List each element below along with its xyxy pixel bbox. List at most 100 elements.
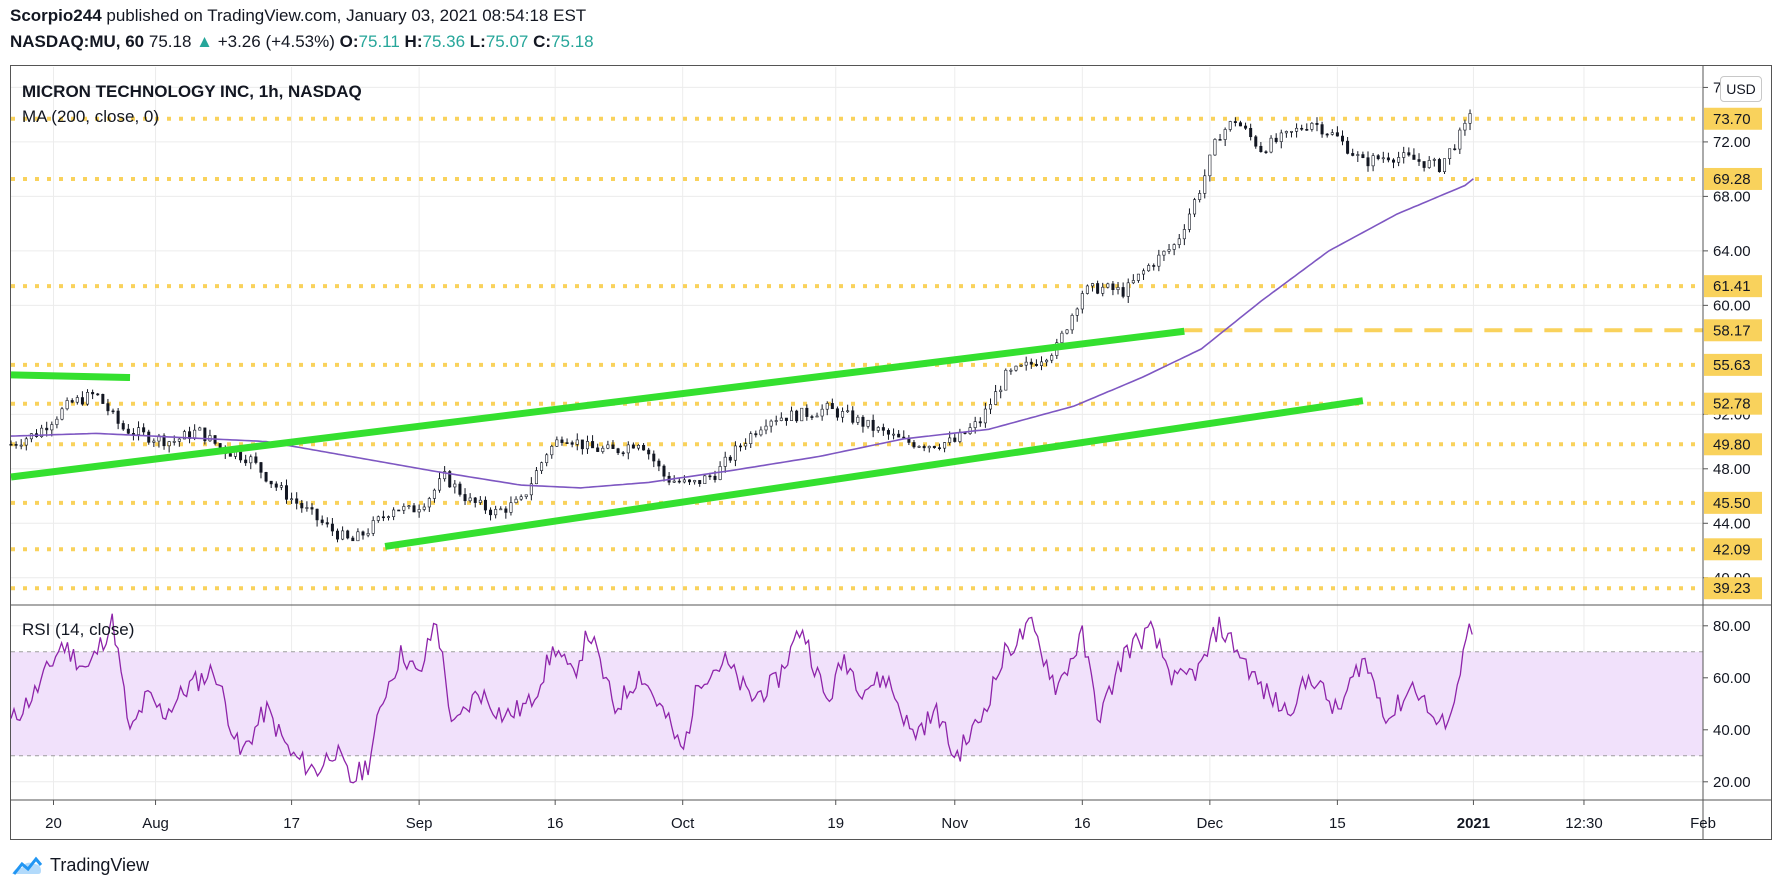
ma-legend[interactable]: MA (200, close, 0) (22, 107, 159, 126)
symbol-info: NASDAQ:MU, 60 75.18 ▲ +3.26 (+4.53%) O:7… (10, 32, 594, 52)
candle-body (1126, 282, 1130, 297)
candle-body (228, 453, 232, 457)
candle-body (341, 530, 345, 540)
candle-body (932, 445, 936, 448)
candle-body (1458, 129, 1462, 150)
rsi-legend[interactable]: RSI (14, close) (22, 620, 134, 639)
candle-body (1366, 157, 1370, 167)
chart-frame (10, 65, 1772, 840)
candle-body (1147, 265, 1151, 272)
candle-body (509, 502, 513, 513)
candle-body (463, 494, 467, 502)
candle-body (856, 416, 860, 423)
candle-body (254, 456, 258, 463)
candle-body (922, 446, 926, 449)
candle-body (86, 392, 90, 405)
candle-body (1014, 365, 1018, 371)
candle-body (1177, 238, 1181, 245)
trendline (10, 371, 131, 382)
candle-body (677, 480, 681, 483)
candle-body (621, 452, 625, 455)
candle-body (805, 407, 809, 417)
candle-body (50, 424, 54, 431)
candle-body (820, 408, 824, 417)
candle-body (1381, 157, 1385, 160)
candle-body (65, 400, 69, 410)
candle-body (1249, 127, 1253, 138)
candle-body (733, 445, 737, 461)
candle-body (749, 433, 753, 444)
low-value: 75.07 (485, 32, 529, 51)
candle-body (1228, 121, 1232, 130)
candle-body (1157, 254, 1161, 267)
candle-body (24, 438, 28, 446)
candle-body (147, 431, 151, 443)
candle-body (1397, 157, 1401, 163)
candle-body (96, 393, 100, 396)
candle-body (152, 440, 156, 443)
trendline (384, 397, 1364, 550)
candle-body (1376, 155, 1380, 160)
candle-body (652, 453, 656, 462)
candle-body (866, 419, 870, 427)
candle-body (1468, 113, 1472, 124)
candle-body (1096, 283, 1100, 294)
candle-body (647, 449, 651, 455)
candle-body (407, 505, 411, 508)
rsi-tick-label: 80.00 (1713, 618, 1751, 635)
candle-body (560, 439, 564, 443)
candle-body (631, 444, 635, 449)
level-tag-label: 69.28 (1713, 171, 1751, 188)
currency-button[interactable]: USD (1720, 76, 1762, 102)
candle-body (1335, 132, 1339, 137)
time-tick-label: Nov (941, 815, 968, 832)
price-tick-label: 44.00 (1713, 515, 1751, 532)
close-label: C: (533, 32, 552, 51)
candle-body (1187, 213, 1191, 230)
candle-body (1223, 129, 1227, 140)
candle-body (427, 498, 431, 508)
candle-body (1208, 154, 1212, 177)
candle-body (371, 520, 375, 534)
candle-body (402, 506, 406, 511)
candle-body (983, 408, 987, 424)
rsi-line (10, 613, 1473, 784)
candle-body (994, 391, 998, 405)
candle-body (672, 480, 676, 483)
candle-body (596, 447, 600, 452)
price-change: +3.26 (+4.53%) (217, 32, 335, 51)
candle-body (412, 505, 416, 513)
time-tick-label: 16 (547, 815, 564, 832)
high-label: H: (404, 32, 423, 51)
candle-body (886, 430, 890, 435)
candle-body (1111, 283, 1115, 291)
candle-body (1034, 363, 1038, 366)
candle-body (315, 508, 319, 521)
candle-body (111, 410, 115, 413)
time-tick-label: Aug (142, 815, 169, 832)
candle-body (636, 444, 640, 449)
candle-body (1351, 153, 1355, 156)
candle-body (70, 400, 74, 403)
candle-body (999, 389, 1003, 392)
candle-body (540, 462, 544, 471)
candle-body (1106, 283, 1110, 288)
candle-body (162, 435, 166, 447)
trendlines[interactable] (10, 327, 1364, 550)
level-tag (1704, 433, 1762, 456)
tradingview-logo[interactable]: TradingView (10, 855, 149, 876)
candle-body (239, 451, 243, 461)
candle-body (682, 479, 686, 483)
candle-body (1437, 159, 1441, 172)
candle-body (973, 421, 977, 428)
candle-body (739, 445, 743, 448)
publisher-name[interactable]: Scorpio244 (10, 6, 102, 25)
candle-body (1218, 139, 1222, 141)
candle-body (417, 509, 421, 513)
candle-body (483, 499, 487, 511)
candle-body (1116, 287, 1120, 291)
candle-body (1019, 364, 1023, 367)
candle-body (290, 498, 294, 501)
level-tag-label: 73.70 (1713, 111, 1751, 128)
